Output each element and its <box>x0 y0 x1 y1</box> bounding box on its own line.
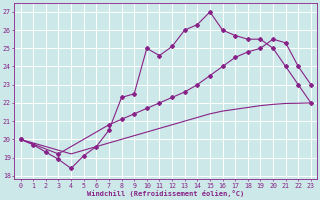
X-axis label: Windchill (Refroidissement éolien,°C): Windchill (Refroidissement éolien,°C) <box>87 190 244 197</box>
